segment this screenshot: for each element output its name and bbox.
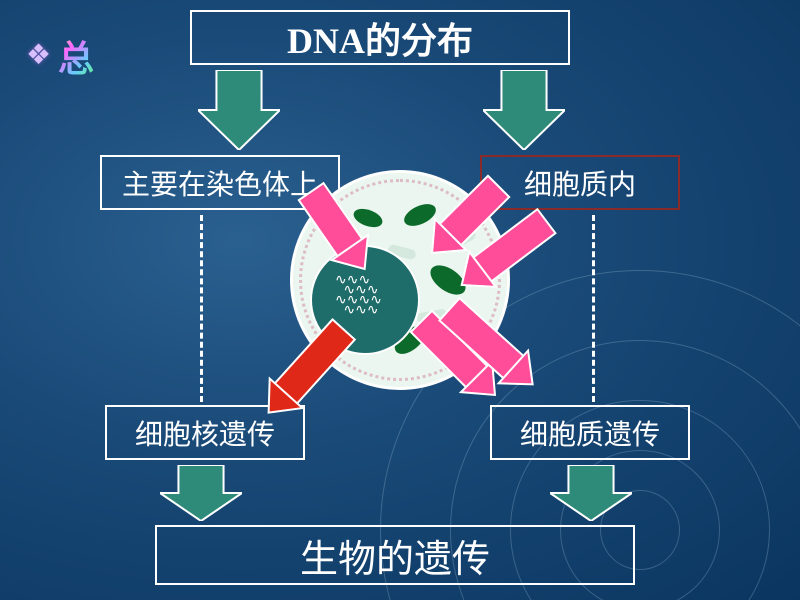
swirl-icon: 总 xyxy=(58,30,94,82)
dna-icon: ∿∿∿ ∿∿∿ ∿∿∿∿ ∿∿∿ xyxy=(335,276,382,316)
box-bottom: 生物的遗传 xyxy=(155,525,635,585)
dashed-connector xyxy=(592,215,595,402)
arrow-title-right xyxy=(483,70,565,150)
diamond-icon: ❖ xyxy=(26,38,51,72)
box-title: DNA的分布 xyxy=(190,10,570,65)
arrow-bottom-left xyxy=(160,465,242,521)
arrow-bottom-right xyxy=(550,465,632,521)
dashed-connector xyxy=(200,215,203,402)
arrow-title-left xyxy=(198,70,280,150)
box-right2: 细胞质遗传 xyxy=(490,405,690,460)
